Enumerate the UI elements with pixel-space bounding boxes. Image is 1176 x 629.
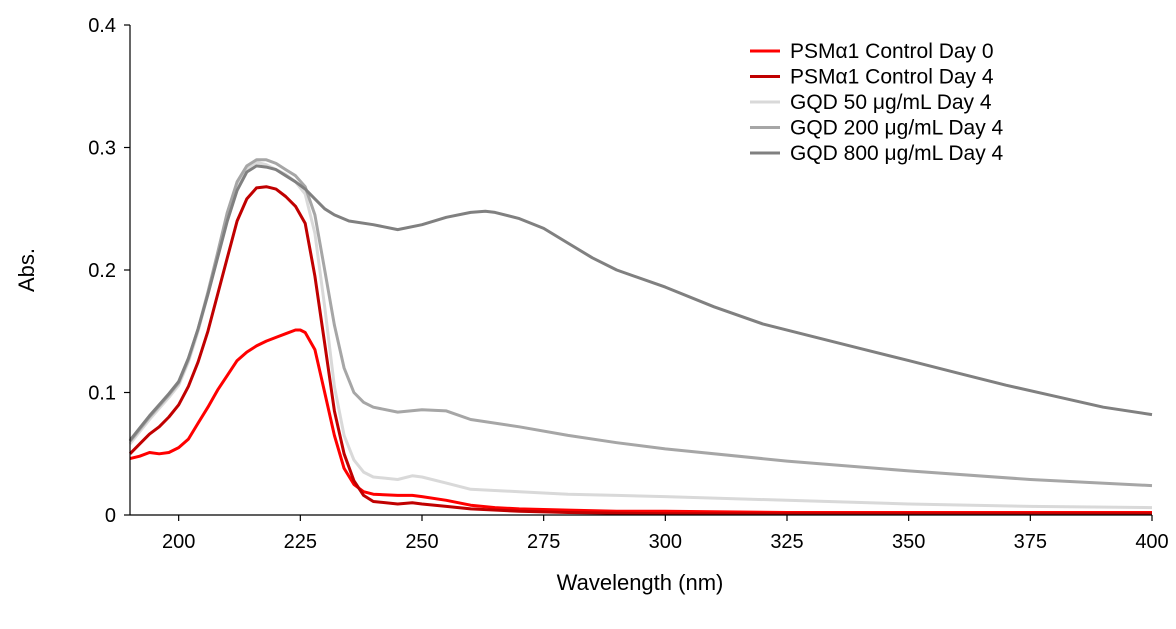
legend-entry-3: GQD 50 μg/mL Day 4 (790, 91, 992, 114)
y-tick-label: 0.2 (88, 260, 116, 282)
legend-entry-2: PSMα1 Control Day 4 (790, 66, 994, 89)
x-tick-label: 400 (1135, 531, 1168, 553)
x-tick-label: 275 (527, 531, 560, 553)
legend-entry-1: PSMα1 Control Day 0 (790, 40, 994, 63)
y-axis-title: Abs. (14, 248, 39, 292)
x-tick-label: 225 (284, 531, 317, 553)
x-tick-label: 300 (649, 531, 682, 553)
series-line-5 (128, 164, 1153, 442)
y-tick-label: 0.4 (88, 15, 116, 37)
legend-entry-4: GQD 200 μg/mL Day 4 (790, 117, 1004, 140)
legend-entry-5: GQD 800 μg/mL Day 4 (790, 142, 1004, 165)
y-tick-label: 0.3 (88, 138, 116, 160)
series-line-2 (128, 185, 1152, 516)
x-tick-label: 325 (770, 531, 803, 553)
series-line-1 (129, 328, 1152, 514)
x-axis-title: Wavelength (nm) (557, 570, 724, 595)
x-tick-label: 375 (1014, 531, 1047, 553)
x-tick-label: 200 (162, 531, 195, 553)
axes (124, 24, 1153, 521)
tick-labels: 0 0.1 0.2 0.3 0.4 200 225 250 275 300 325 350 375 400 (88, 15, 1169, 553)
y-tick-label: 0 (105, 505, 116, 527)
series-line-4 (128, 158, 1153, 488)
x-tick-label: 350 (892, 531, 925, 553)
y-tick-label: 0.1 (88, 383, 116, 405)
series-lines (128, 158, 1153, 516)
x-tick-label: 250 (405, 531, 438, 553)
